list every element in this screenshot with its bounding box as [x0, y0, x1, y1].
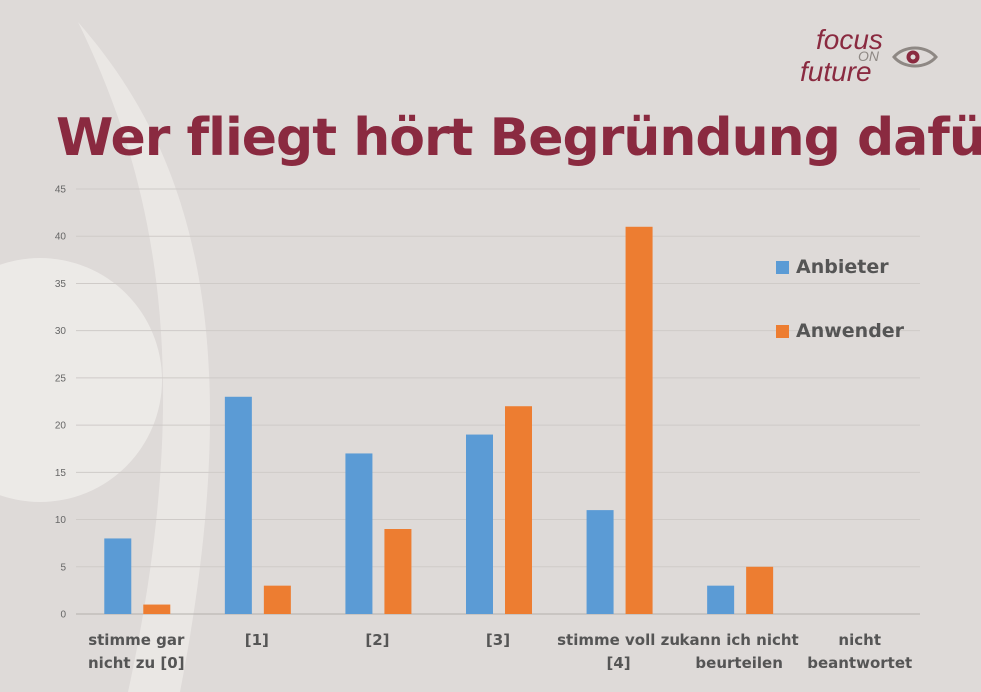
y-tick-label: 30 [55, 326, 67, 337]
bar-anwender [263, 585, 291, 614]
bar-anwender [384, 529, 412, 614]
focus-on-future-logo: focus ON future [800, 26, 940, 92]
x-tick-label: nicht [838, 631, 881, 649]
legend-swatch-anbieter [776, 260, 789, 274]
bar-anwender [746, 566, 774, 614]
y-tick-label: 0 [60, 610, 66, 621]
logo-word-focus: focus [816, 24, 883, 55]
y-tick-label: 35 [55, 279, 67, 290]
x-tick-label: kann ich nicht [680, 631, 799, 649]
legend-label-anwender: Anwender [796, 320, 905, 342]
bar-anbieter [586, 510, 614, 614]
bar-anbieter [707, 585, 735, 614]
x-tick-label: nicht zu [0] [88, 654, 185, 672]
legend-label-anbieter: Anbieter [796, 256, 889, 278]
logo-word-future: future [800, 56, 872, 87]
logo-word-on: ON [858, 48, 879, 64]
y-tick-label: 40 [55, 232, 67, 243]
x-tick-label: [2] [365, 631, 389, 649]
y-tick-label: 10 [55, 515, 67, 526]
legend-item-anwender: Anwender [776, 320, 904, 342]
y-tick-label: 20 [55, 421, 67, 432]
bar-anwender [505, 406, 532, 614]
page-title: Wer fliegt hört Begründung dafür [56, 108, 981, 168]
y-tick-label: 25 [55, 373, 67, 384]
bar-anbieter [224, 396, 252, 614]
legend-item-anbieter: Anbieter [776, 256, 889, 278]
x-tick-label: stimme gar [88, 631, 185, 649]
bar-anwender [625, 226, 653, 614]
bar-anbieter [466, 434, 493, 614]
eye-icon [892, 46, 938, 68]
legend-swatch-anwender [776, 324, 789, 338]
x-tick-label: beurteilen [695, 654, 782, 672]
y-tick-label: 15 [55, 468, 67, 479]
x-tick-label: stimme voll zu [557, 631, 680, 649]
x-tick-label: beantwortet [807, 654, 912, 672]
y-tick-label: 45 [55, 185, 67, 196]
x-tick-label: [1] [245, 631, 269, 649]
bar-anwender [143, 604, 171, 614]
x-tick-label: [3] [486, 631, 510, 649]
y-tick-label: 5 [60, 562, 66, 573]
x-tick-label: [4] [606, 654, 630, 672]
bar-anbieter [104, 538, 132, 614]
bar-anbieter [345, 453, 373, 614]
